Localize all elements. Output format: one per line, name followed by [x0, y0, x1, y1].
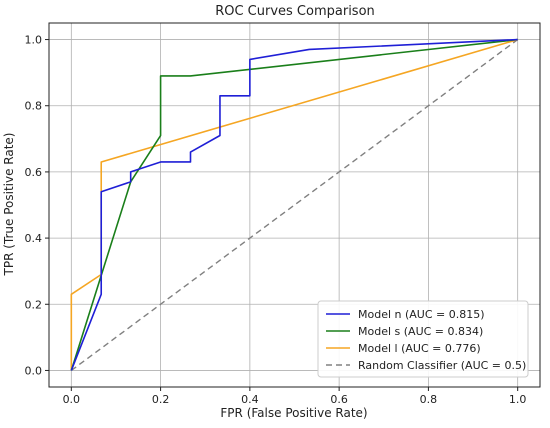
- y-tick-label: 0.2: [25, 298, 43, 311]
- x-tick-label: 1.0: [509, 393, 527, 406]
- x-tick-label: 0.6: [330, 393, 348, 406]
- x-tick-label: 0.8: [420, 393, 438, 406]
- series-line: [70, 38, 518, 371]
- x-axis-title: FPR (False Positive Rate): [220, 406, 367, 420]
- chart-title: ROC Curves Comparison: [215, 4, 375, 19]
- legend-box: [317, 300, 529, 378]
- x-tick-label: 0.2: [152, 393, 170, 406]
- legend-label: Random Classifier (AUC = 0.5): [358, 359, 526, 372]
- legend-label: Model n (AUC = 0.815): [358, 308, 485, 321]
- series-line: [70, 38, 518, 371]
- y-tick-label: 0.4: [25, 232, 43, 245]
- y-tick-label: 0.0: [25, 364, 43, 377]
- legend: Model n (AUC = 0.815) Model s (AUC = 0.83…: [317, 300, 529, 378]
- y-tick-label: 1.0: [25, 34, 43, 47]
- series-line: [70, 38, 519, 372]
- x-tick-label: 0.0: [63, 393, 81, 406]
- y-axis-title: TPR (True Positive Rate): [2, 133, 16, 277]
- y-tick-label: 0.6: [25, 166, 43, 179]
- series-layer: [70, 38, 519, 372]
- y-tick-label: 0.8: [25, 100, 43, 113]
- legend-label: Model s (AUC = 0.834): [358, 325, 483, 338]
- legend-label: Model l (AUC = 0.776): [358, 342, 481, 355]
- axis-ticks: 0.0 0.2 0.4 0.6 0.8 1.0 0.0 0.2 0.4 0.6 0.8 1.0: [25, 34, 527, 406]
- plot-frame: [48, 22, 541, 388]
- x-tick-label: 0.4: [241, 393, 259, 406]
